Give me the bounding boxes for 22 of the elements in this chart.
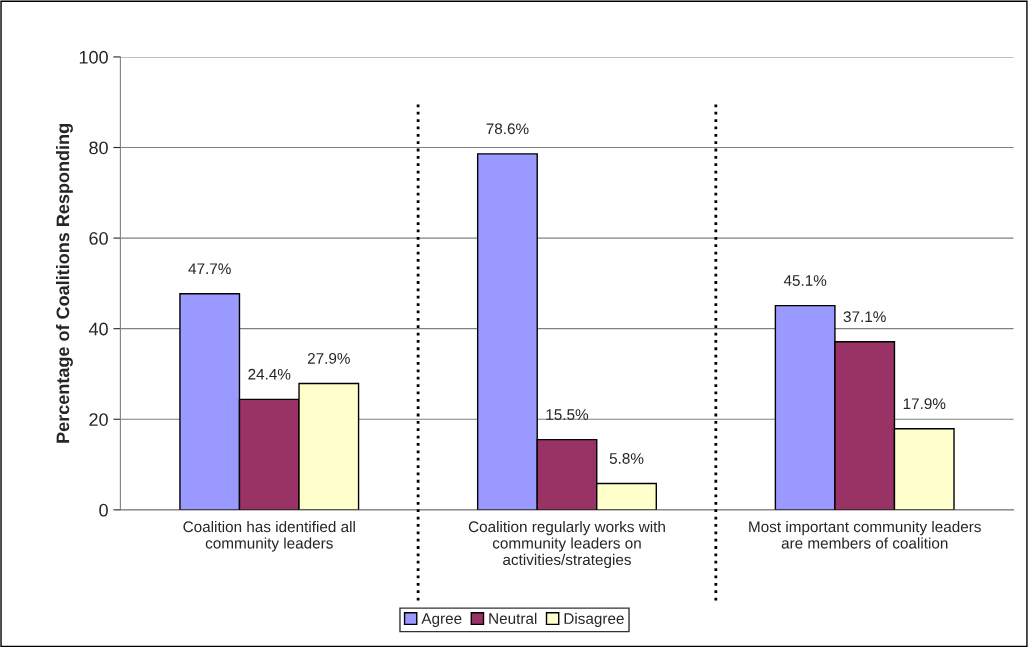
y-tick-label: 60: [89, 232, 108, 245]
x-tick-label: Coalition has identified all community leaders: [183, 520, 355, 552]
y-tick-label: 0: [99, 503, 108, 517]
data-label: 45.1%: [783, 275, 827, 286]
y-tick-label: 20: [89, 413, 108, 426]
x-tick-label: Most important community leaders are members of coalition: [749, 520, 981, 549]
x-tick-label: Coalition regularly works with community leaders on activities/strategies: [468, 520, 665, 569]
legend-label: Neutral: [489, 612, 537, 624]
y-tick-label: 100: [79, 50, 108, 64]
data-label: 5.8%: [609, 453, 644, 464]
data-label: 27.9%: [307, 352, 350, 364]
legend-label: Agree: [421, 613, 462, 628]
y-tick-label: 40: [88, 322, 108, 336]
data-label: 37.1%: [843, 311, 886, 323]
data-label: 47.7%: [188, 263, 231, 275]
data-label: 24.4%: [248, 368, 291, 380]
data-label: 17.9%: [903, 398, 946, 410]
legend-label: Disagree: [564, 612, 624, 628]
y-axis-title: Percentage of Coalitions Responding: [56, 124, 73, 443]
y-tick-label: 80: [89, 141, 108, 155]
data-label: 15.5%: [546, 409, 589, 420]
data-label: 78.6%: [486, 123, 529, 135]
